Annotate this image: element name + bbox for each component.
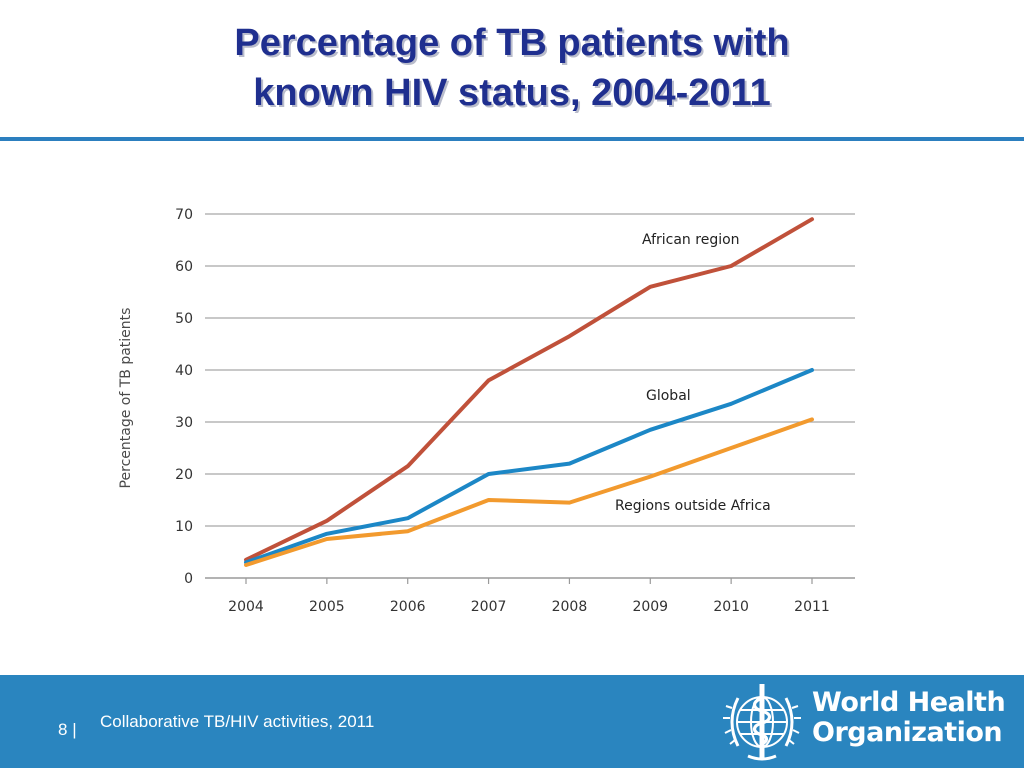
y-tick-label: 40 — [175, 363, 193, 379]
x-tick-labels: 2004 2005 2006 2007 2008 2009 2010 2011 — [228, 578, 830, 615]
title-divider — [0, 137, 1024, 141]
x-tick-label: 2005 — [309, 599, 345, 615]
x-tick-label: 2007 — [471, 599, 507, 615]
y-tick-label: 30 — [175, 415, 193, 431]
page-number: 8 | — [58, 720, 77, 740]
x-tick-label: 2006 — [390, 599, 426, 615]
y-tick-label: 50 — [175, 311, 193, 327]
title-line-2: known HIV status, 2004-2011 — [253, 72, 771, 114]
y-axis-label: Percentage of TB patients — [118, 308, 134, 489]
y-tick-label: 60 — [175, 259, 193, 275]
who-wordmark-line-1: World Health — [812, 687, 1006, 718]
series-lines — [244, 217, 814, 567]
title-line-1: Percentage of TB patients with — [234, 22, 790, 64]
y-tick-labels: 0 10 20 30 40 50 60 70 — [175, 207, 193, 587]
series-label: Global — [646, 388, 691, 404]
series-line-1 — [244, 217, 814, 562]
who-wordmark-line-2: Organization — [812, 717, 1003, 748]
series-line-2 — [244, 368, 814, 565]
page-separator: | — [72, 720, 77, 739]
x-tick-label: 2009 — [632, 599, 668, 615]
who-emblem-logo — [723, 684, 801, 761]
series-labels: African region Global Regions outside Afri… — [615, 232, 771, 514]
slide-title: Percentage of TB patients with known HIV… — [0, 18, 1024, 118]
x-tick-label: 2004 — [228, 599, 264, 615]
series-label: Regions outside Africa — [615, 498, 771, 514]
line-chart: 0 10 20 30 40 50 60 70 2004 2005 2006 2007 2008 2009… — [118, 207, 855, 615]
x-tick-label: 2008 — [552, 599, 588, 615]
x-tick-label: 2011 — [794, 599, 830, 615]
y-tick-label: 20 — [175, 467, 193, 483]
who-wordmark: World Health Organization — [812, 687, 1006, 748]
footer-caption: Collaborative TB/HIV activities, 2011 — [100, 712, 375, 731]
series-label: African region — [642, 232, 740, 248]
y-tick-label: 70 — [175, 207, 193, 223]
y-tick-label: 0 — [184, 571, 193, 587]
series-line-3 — [244, 417, 814, 567]
y-tick-label: 10 — [175, 519, 193, 535]
footer-bar — [0, 675, 1024, 768]
page-number-value: 8 — [58, 720, 68, 739]
x-tick-label: 2010 — [713, 599, 749, 615]
grid-layer — [205, 213, 855, 579]
